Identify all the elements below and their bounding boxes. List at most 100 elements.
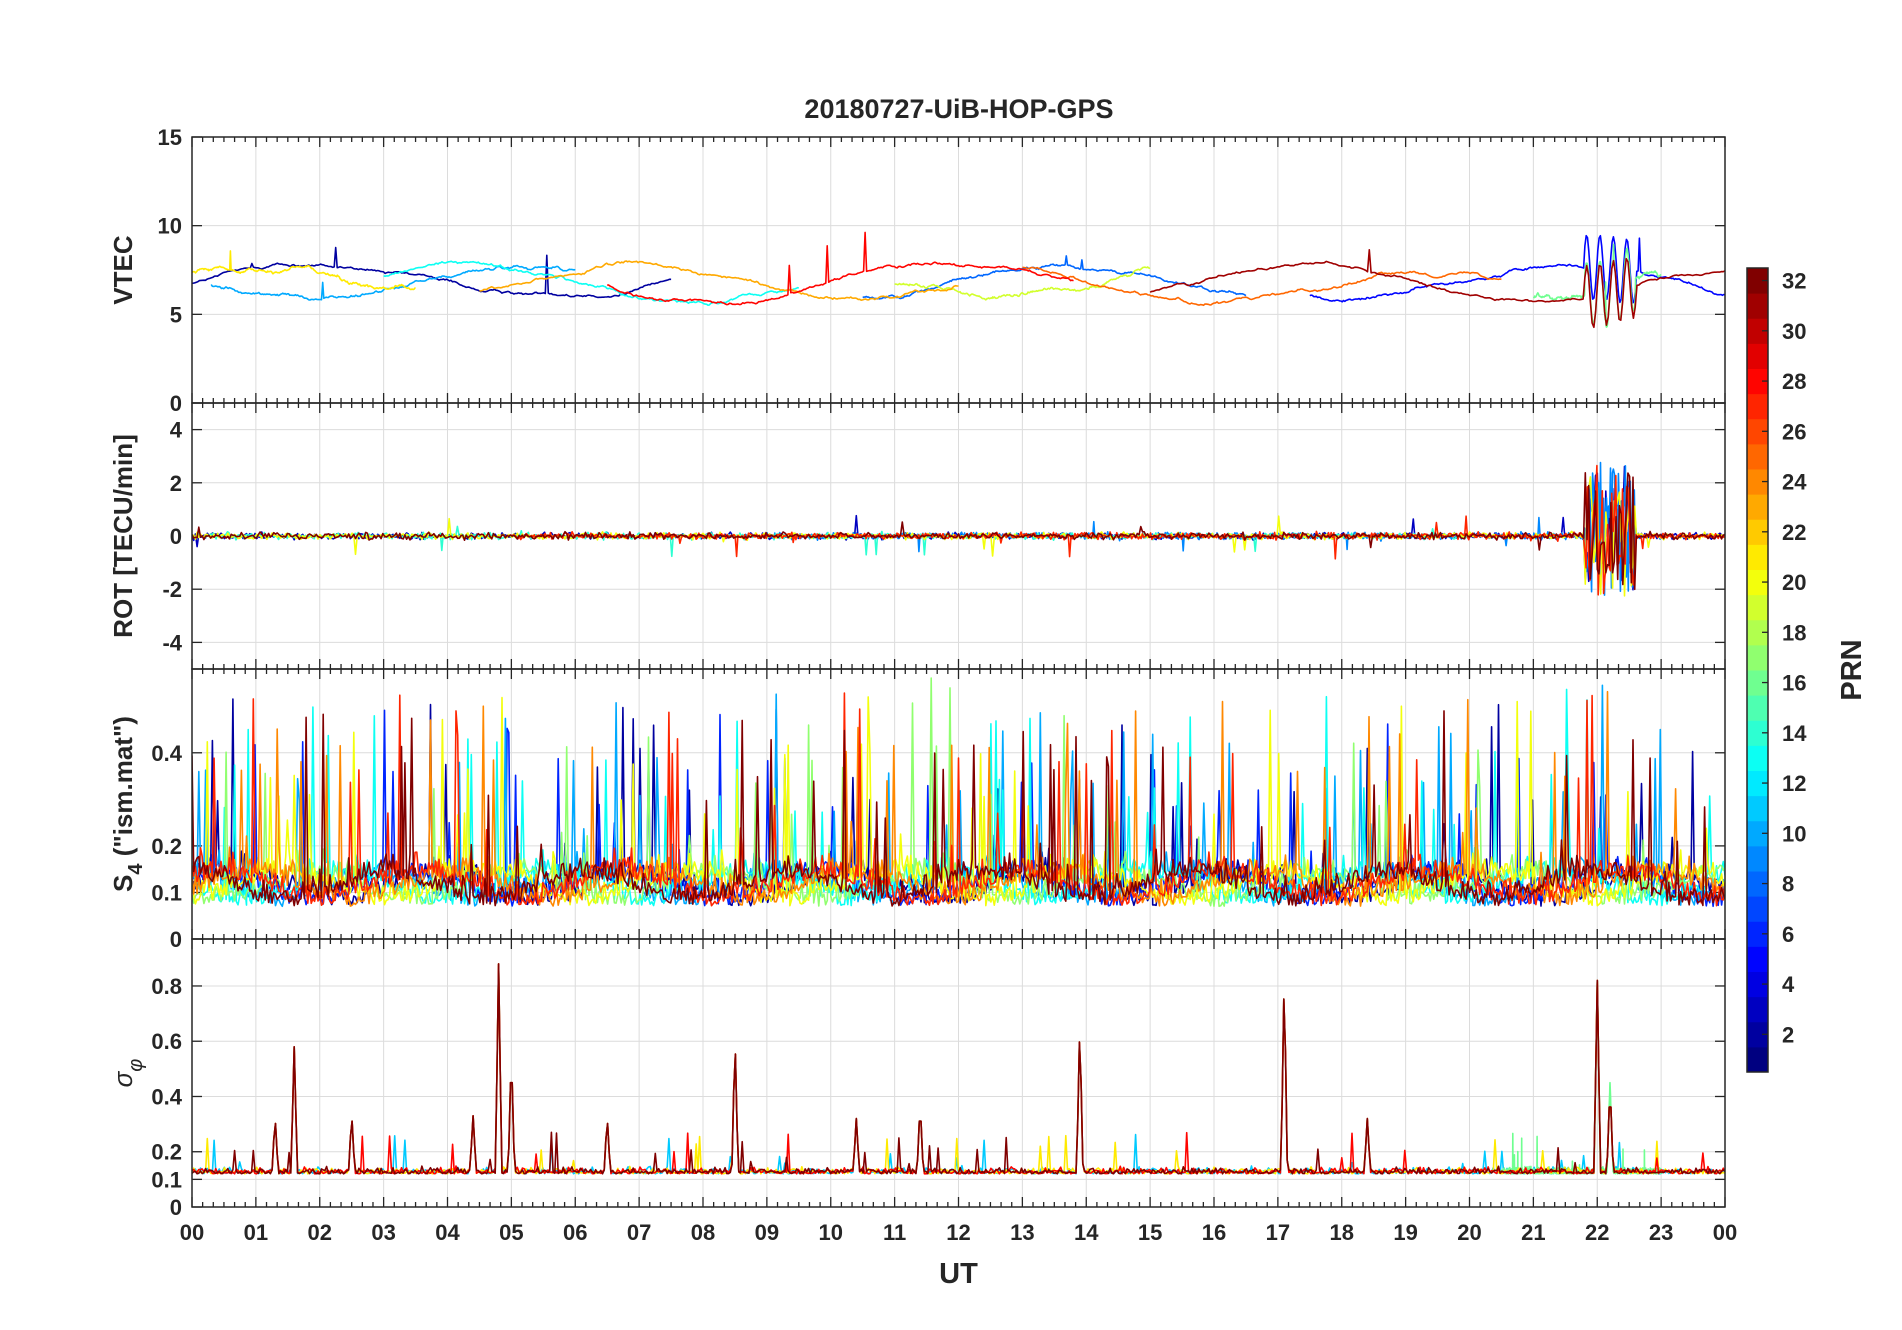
x-tick-label: 02 [308,1220,332,1245]
x-tick-label: 07 [627,1220,651,1245]
x-tick-label: 09 [755,1220,779,1245]
colorbar-swatch [1747,820,1768,847]
y-label-rest: ("ism.mat") [108,716,138,863]
x-tick-label: 14 [1074,1220,1099,1245]
y-tick-label: 0 [170,524,182,549]
y-axis-label: ROT [TECU/min] [108,434,138,638]
y-axis-label: σφ [108,1059,147,1088]
colorbar-tick-label: 2 [1782,1022,1794,1047]
series-line [1022,266,1502,307]
x-tick-label: 01 [244,1220,268,1245]
colorbar-swatch [1747,695,1768,721]
x-tick-label: 08 [691,1220,715,1245]
y-label-sub: φ [125,1059,147,1072]
series-line [607,231,1074,306]
colorbar-swatch [1747,795,1768,822]
y-label-main: σ [108,1070,138,1087]
panel-1: 0 5 10 15 VTEC [108,125,1726,416]
colorbar-tick-label: 26 [1782,419,1806,444]
y-tick-label: 0 [170,1195,182,1220]
colorbar-tick-label: 4 [1782,972,1795,997]
y-tick-label: -4 [162,630,182,655]
colorbar-swatch [1747,368,1768,395]
x-tick-label: 13 [1010,1220,1034,1245]
series-line [1500,979,1662,1175]
colorbar-tick-label: 18 [1782,620,1806,645]
x-tick-label: 18 [1330,1220,1354,1245]
x-tick-label: 06 [563,1220,587,1245]
x-tick-label: 17 [1266,1220,1290,1245]
series-line [192,250,416,291]
colorbar-swatch [1747,845,1768,872]
colorbar-frame [1746,267,1769,1073]
x-tick-label: 10 [819,1220,843,1245]
y-tick-label: 0 [170,927,182,952]
x-tick-label: 21 [1521,1220,1545,1245]
y-label-main: S [108,875,138,892]
panel-3: 00.10.20.4S4 ("ism.mat") [108,668,1726,952]
colorbar-swatch [1747,318,1768,344]
series-line [192,710,1725,907]
colorbar-tick-label: 14 [1782,721,1807,746]
x-tick-label: 12 [946,1220,970,1245]
x-tick-label: 23 [1649,1220,1673,1245]
colorbar-tick-label: 24 [1782,470,1807,495]
y-tick-label: 0.6 [151,1029,182,1054]
colorbar-swatch [1747,519,1768,545]
y-tick-label: 2 [170,471,182,496]
colorbar-swatch [1747,1046,1768,1073]
panel-4: 0 0.10.2 0.4 0.6 0.8 σφ [108,938,1726,1220]
colorbar-swatch [1747,644,1768,671]
series-line [1309,234,1725,304]
colorbar-swatch [1747,745,1768,771]
series-line [479,260,959,301]
y-axis-label: VTEC [108,235,138,305]
series-line [192,246,672,299]
panel-2: -4 -2 0 2 4 ROT [TECU/min] [108,402,1726,670]
colorbar-swatch [1747,594,1768,621]
series-line [192,963,1725,1175]
series-group [192,963,1725,1175]
series-line [192,963,1725,1175]
series-line [192,692,1725,907]
colorbar-tick-label: 28 [1782,369,1806,394]
y-axis-label: S4 ("ism.mat") [108,716,147,892]
colorbar-swatch [1747,268,1768,294]
colorbar-swatch [1747,494,1768,520]
y-tick-label: 0.8 [151,974,182,999]
x-tick-label: 00 [180,1220,204,1245]
colorbar-swatch [1747,946,1768,972]
colorbar-swatch [1747,469,1768,495]
x-tick-label: 22 [1585,1220,1609,1245]
panel-frame [191,938,1726,1208]
colorbar-swatch [1747,569,1768,596]
colorbar-swatch [1747,293,1768,319]
colorbar-swatch [1747,1021,1768,1048]
y-tick-label: 0.2 [151,834,182,859]
y-tick-label: 0.4 [151,741,182,766]
x-tick-label: 19 [1393,1220,1417,1245]
x-axis: 00 01 02 03 04 05 06 07 08 09 10 11 12 13 14 15 16 17 18 19… [180,1220,1737,1290]
series-group [192,461,1725,597]
colorbar-swatch [1747,896,1768,922]
y-tick-label: -2 [162,577,182,602]
y-tick-label: 15 [158,125,182,150]
colorbar-swatch [1747,971,1768,998]
colorbar-tick-label: 12 [1782,771,1806,796]
colorbar-tick-label: 16 [1782,671,1806,696]
y-tick-label: 0.1 [151,1167,182,1192]
colorbar-swatch [1747,343,1768,369]
y-tick-label: 0.2 [151,1140,182,1165]
colorbar-tick-label: 20 [1782,570,1806,595]
series-line [894,266,1151,301]
x-tick-label: 20 [1457,1220,1481,1245]
colorbar-tick-label: 32 [1782,269,1806,294]
colorbar-tick-label: 10 [1782,821,1806,846]
colorbar-swatch [1747,418,1768,445]
chart-title: 20180727-UiB-HOP-GPS [804,94,1113,124]
colorbar-swatch [1747,996,1768,1023]
x-tick-label: 03 [371,1220,395,1245]
